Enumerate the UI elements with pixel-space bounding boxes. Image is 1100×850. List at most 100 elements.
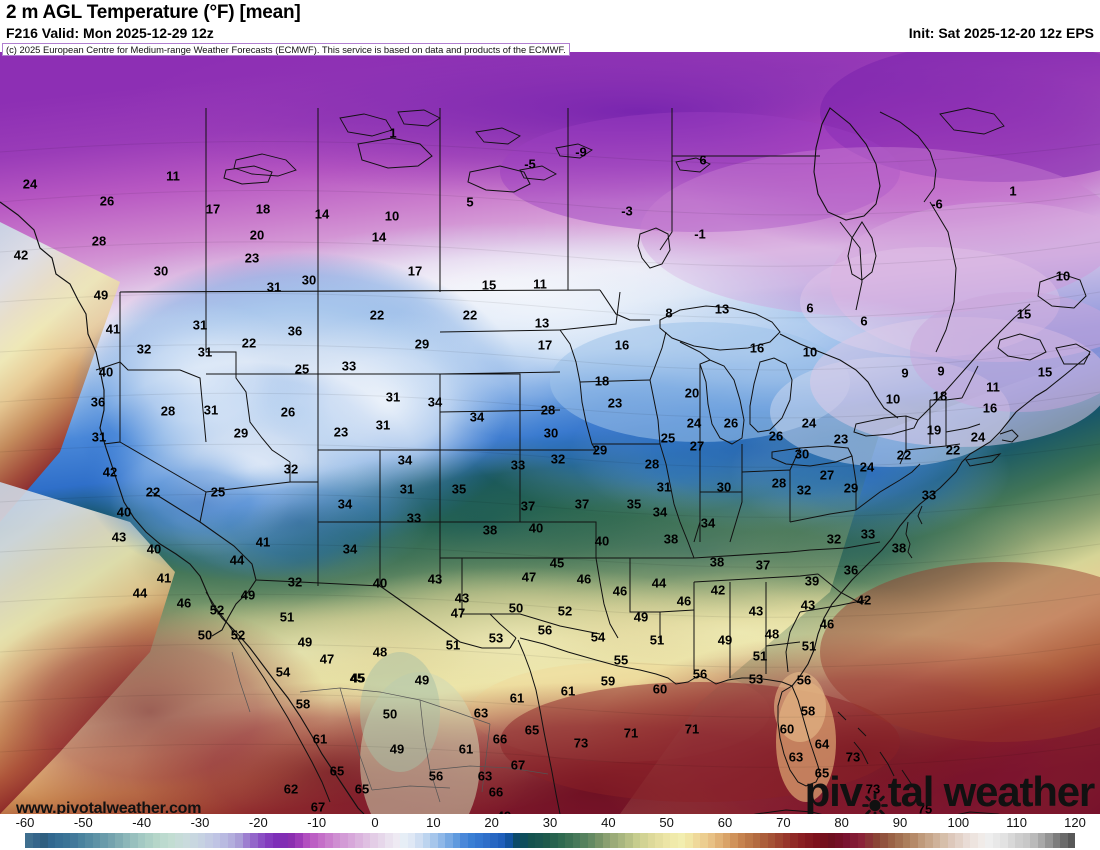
pivotal-weather-logo: piv tal weather: [805, 768, 1095, 814]
colorbar-swatch: [917, 833, 925, 848]
colorbar-swatch: [910, 833, 918, 848]
colorbar-swatch: [520, 833, 528, 848]
colorbar-swatch: [430, 833, 438, 848]
colorbar-tick: 100: [947, 815, 970, 830]
colorbar-swatch: [1030, 833, 1038, 848]
colorbar-swatch: [715, 833, 723, 848]
colorbar-swatch: [257, 833, 265, 848]
colorbar-swatch: [295, 833, 303, 848]
colorbar-swatch: [767, 833, 775, 848]
colorbar-swatch: [827, 833, 835, 848]
init-time-label: Init: Sat 2025-12-20 12z EPS: [908, 25, 1094, 41]
colorbar-swatch: [40, 833, 48, 848]
colorbar-swatch: [235, 833, 243, 848]
colorbar-swatch: [977, 833, 985, 848]
colorbar-swatch: [242, 833, 250, 848]
colorbar-tick: -10: [307, 815, 327, 830]
colorbar-swatch: [872, 833, 880, 848]
colorbar-swatch: [557, 833, 565, 848]
colorbar-swatch: [880, 833, 888, 848]
colorbar-swatch: [497, 833, 505, 848]
colorbar-swatch: [152, 833, 160, 848]
colorbar-swatch: [707, 833, 715, 848]
colorbar-swatch: [377, 833, 385, 848]
site-url-watermark: www.pivotalweather.com: [16, 800, 202, 814]
colorbar-tick: 10: [426, 815, 441, 830]
colorbar-swatch: [190, 833, 198, 848]
arctic-islands: [233, 107, 1005, 181]
colorbar-swatch: [655, 833, 663, 848]
colorbar-swatch: [685, 833, 693, 848]
colorbar-swatch: [895, 833, 903, 848]
colorbar-swatch: [475, 833, 483, 848]
colorbar-swatch: [482, 833, 490, 848]
colorbar-tick: -50: [73, 815, 93, 830]
colorbar-swatch: [1007, 833, 1015, 848]
page-title-text: 2 m AGL Temperature (°F) [mean]: [6, 2, 301, 23]
colorbar-swatch: [265, 833, 273, 848]
colorbar-swatch: [790, 833, 798, 848]
colorbar-swatch: [490, 833, 498, 848]
colorbar-swatch: [1052, 833, 1060, 848]
colorbar-tick: 20: [484, 815, 499, 830]
logo-text-post: tal weather: [887, 768, 1095, 814]
colorbar-swatch: [602, 833, 610, 848]
colorbar-swatch: [452, 833, 460, 848]
colorbar-swatch: [460, 833, 468, 848]
colorbar-swatch: [122, 833, 130, 848]
colorbar-swatch: [302, 833, 310, 848]
temperature-map[interactable]: 24 26 11 17 18 14 10 1 5 -5 -9 -3 -1 6 -6 1 10 28 20 23 14 17…: [0, 52, 1100, 814]
colorbar-swatch: [85, 833, 93, 848]
colorbar-swatch: [857, 833, 865, 848]
colorbar-swatch: [670, 833, 678, 848]
temperature-field: [0, 52, 1100, 814]
colorbar-swatch: [130, 833, 138, 848]
colorbar-swatch: [175, 833, 183, 848]
colorbar-swatch: [332, 833, 340, 848]
colorbar-swatch: [542, 833, 550, 848]
colorbar-swatch: [272, 833, 280, 848]
colorbar-gradient[interactable]: [25, 833, 1075, 848]
colorbar-swatch: [287, 833, 295, 848]
colorbar-swatch: [595, 833, 603, 848]
colorbar-swatch: [400, 833, 408, 848]
colorbar-swatch: [782, 833, 790, 848]
colorbar-swatch: [550, 833, 558, 848]
colorbar-swatch: [437, 833, 445, 848]
colorbar-swatch: [55, 833, 63, 848]
colorbar-swatch: [587, 833, 595, 848]
colorbar-swatch: [347, 833, 355, 848]
map-canvas: [0, 52, 1100, 814]
colorbar-swatch: [812, 833, 820, 848]
colorbar-swatch: [752, 833, 760, 848]
colorbar-swatch: [340, 833, 348, 848]
colorbar-swatch: [887, 833, 895, 848]
colorbar-swatch: [1015, 833, 1023, 848]
colorbar-swatch: [692, 833, 700, 848]
colorbar-swatch: [797, 833, 805, 848]
colorbar-swatch: [310, 833, 318, 848]
colorbar-swatch: [70, 833, 78, 848]
colorbar-swatch: [445, 833, 453, 848]
colorbar-swatch: [647, 833, 655, 848]
colorbar-swatch: [580, 833, 588, 848]
colorbar-swatch: [415, 833, 423, 848]
colorbar[interactable]: -60 -50 -40 -30 -20 -10 0 10 20 30 40 50 60 70 80 90 100…: [0, 814, 1100, 850]
colorbar-swatch: [317, 833, 325, 848]
map-borders: [0, 107, 1091, 814]
colorbar-swatch: [1067, 833, 1075, 848]
colorbar-swatch: [205, 833, 213, 848]
colorbar-tick-labels: -60 -50 -40 -30 -20 -10 0 10 20 30 40 50 60 70 80 90 100…: [0, 814, 1100, 832]
colorbar-swatch: [220, 833, 228, 848]
colorbar-tick: 50: [659, 815, 674, 830]
valid-time-label: F216 Valid: Mon 2025-12-29 12z: [6, 25, 214, 41]
colorbar-tick: -30: [190, 815, 210, 830]
colorbar-swatch: [197, 833, 205, 848]
colorbar-swatch: [572, 833, 580, 848]
colorbar-swatch: [392, 833, 400, 848]
colorbar-swatch: [745, 833, 753, 848]
colorbar-tick: 0: [371, 815, 379, 830]
colorbar-swatch: [25, 833, 33, 848]
colorbar-swatch: [62, 833, 70, 848]
